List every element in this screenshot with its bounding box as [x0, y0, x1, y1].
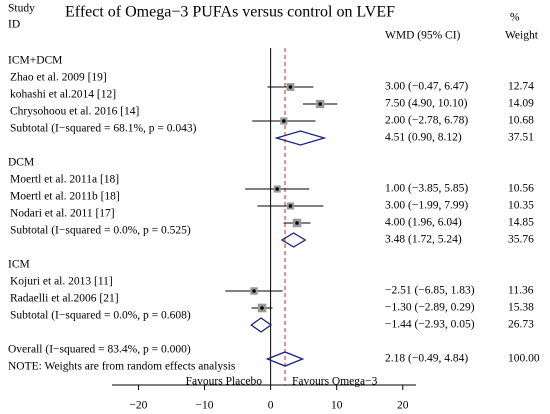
study-point	[282, 119, 286, 123]
study-point	[275, 187, 280, 191]
row-label: Moertl et al. 2011b [18]	[10, 191, 120, 203]
note: NOTE: Weights are from random effects an…	[8, 361, 236, 373]
chart-title: Effect of Omega−3 PUFAs versus control o…	[65, 4, 395, 21]
x-tick-label: 0	[268, 400, 274, 412]
x-tick-label: 20	[397, 400, 409, 412]
weight-label: 10.56	[508, 183, 534, 195]
ci-label: 4.00 (1.96, 6.04)	[385, 217, 462, 229]
row-label: Nodari et al. 2011 [17]	[10, 208, 115, 220]
group-label: ICM	[8, 259, 30, 271]
study-point	[260, 306, 264, 310]
pooled-diamond	[265, 351, 305, 367]
row-label: Subtotal (I−squared = 68.1%, p = 0.043)	[10, 123, 197, 135]
row-label: Overall (I−squared = 83.4%, p = 0.000)	[8, 344, 191, 356]
x-tick-label: 10	[331, 400, 343, 412]
weight-label: 12.74	[508, 81, 534, 93]
weight-label: 11.36	[508, 285, 534, 297]
weight-label: 100.00	[508, 353, 540, 365]
study-point	[295, 221, 299, 225]
study-point	[318, 102, 322, 106]
x-tick-label: −20	[129, 400, 147, 412]
weight-label: 10.35	[508, 200, 534, 212]
pooled-diamond	[280, 232, 307, 248]
header-pct: %	[510, 12, 520, 24]
x-tick-label: −10	[196, 400, 214, 412]
pooled-diamond	[274, 130, 327, 146]
weight-label: 14.09	[508, 98, 534, 110]
right-label: Favours Omega−3	[292, 376, 378, 388]
header-weight: Weight	[505, 30, 539, 42]
header-ci: WMD (95% CI)	[385, 30, 461, 42]
header-study: Study	[8, 3, 35, 15]
study-point	[252, 289, 256, 293]
ci-label: 2.18 (−0.49, 4.84)	[385, 353, 468, 365]
row-label: kohashi et al.2014 [12]	[10, 89, 116, 101]
ci-label: 3.00 (−1.99, 7.99)	[385, 200, 468, 212]
weight-label: 10.68	[508, 115, 534, 127]
weight-label: 14.85	[508, 217, 534, 229]
group-label: ICM+DCM	[8, 55, 62, 67]
header-id: ID	[8, 19, 20, 31]
group-label: DCM	[8, 157, 34, 169]
ci-label: −2.51 (−6.85, 1.83)	[385, 285, 475, 297]
row-label: Kojuri et al. 2013 [11]	[10, 276, 113, 288]
row-label: Subtotal (I−squared = 0.0%, p = 0.525)	[10, 225, 191, 237]
row-label: Subtotal (I−squared = 0.0%, p = 0.608)	[10, 310, 191, 322]
ci-label: −1.30 (−2.89, 0.29)	[385, 302, 475, 314]
study-point	[288, 85, 293, 89]
ci-label: 7.50 (4.90, 10.10)	[385, 98, 468, 110]
ci-label: 2.00 (−2.78, 6.78)	[385, 115, 468, 127]
ci-label: 3.00 (−0.47, 6.47)	[385, 81, 468, 93]
weight-label: 37.51	[508, 132, 534, 144]
study-point	[288, 204, 293, 208]
row-label: Radaelli et al.2006 [21]	[10, 293, 119, 305]
row-label: Zhao et al. 2009 [19]	[10, 72, 107, 84]
pooled-diamond	[250, 317, 273, 333]
ci-label: 3.48 (1.72, 5.24)	[385, 234, 462, 246]
ci-label: 4.51 (0.90, 8.12)	[385, 132, 462, 144]
row-label: Chrysohoou et al. 2016 [14]	[10, 106, 139, 118]
row-label: Moertl et al. 2011a [18]	[10, 174, 119, 186]
weight-label: 26.73	[508, 319, 534, 331]
weight-label: 35.76	[508, 234, 534, 246]
ci-label: 1.00 (−3.85, 5.85)	[385, 183, 468, 195]
weight-label: 15.38	[508, 302, 534, 314]
ci-label: −1.44 (−2.93, 0.05)	[385, 319, 475, 331]
left-label: Favours Placebo	[186, 376, 263, 388]
